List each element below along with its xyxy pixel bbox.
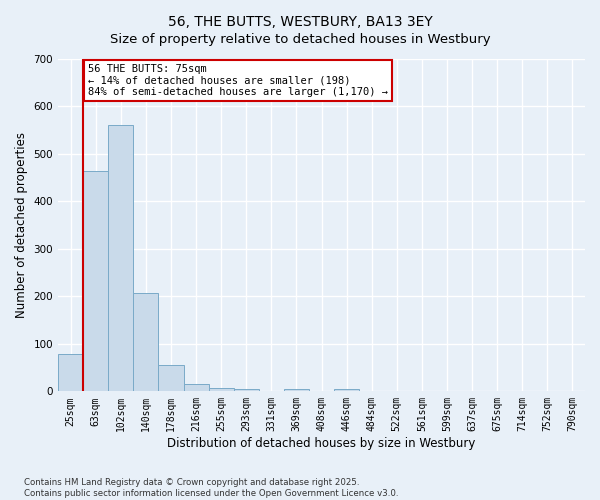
Y-axis label: Number of detached properties: Number of detached properties [15, 132, 28, 318]
Text: 56, THE BUTTS, WESTBURY, BA13 3EY: 56, THE BUTTS, WESTBURY, BA13 3EY [167, 15, 433, 29]
Bar [233, 389, 259, 392]
Bar [184, 384, 209, 392]
Bar [334, 389, 359, 392]
Text: Contains HM Land Registry data © Crown copyright and database right 2025.
Contai: Contains HM Land Registry data © Crown c… [24, 478, 398, 498]
Bar [158, 364, 184, 392]
Text: 56 THE BUTTS: 75sqm
← 14% of detached houses are smaller (198)
84% of semi-detac: 56 THE BUTTS: 75sqm ← 14% of detached ho… [88, 64, 388, 97]
Bar [209, 388, 233, 392]
Bar [58, 354, 83, 392]
Bar [83, 170, 108, 392]
Bar [133, 293, 158, 392]
X-axis label: Distribution of detached houses by size in Westbury: Distribution of detached houses by size … [167, 437, 476, 450]
Bar [284, 389, 309, 392]
Bar [108, 126, 133, 392]
Text: Size of property relative to detached houses in Westbury: Size of property relative to detached ho… [110, 32, 490, 46]
